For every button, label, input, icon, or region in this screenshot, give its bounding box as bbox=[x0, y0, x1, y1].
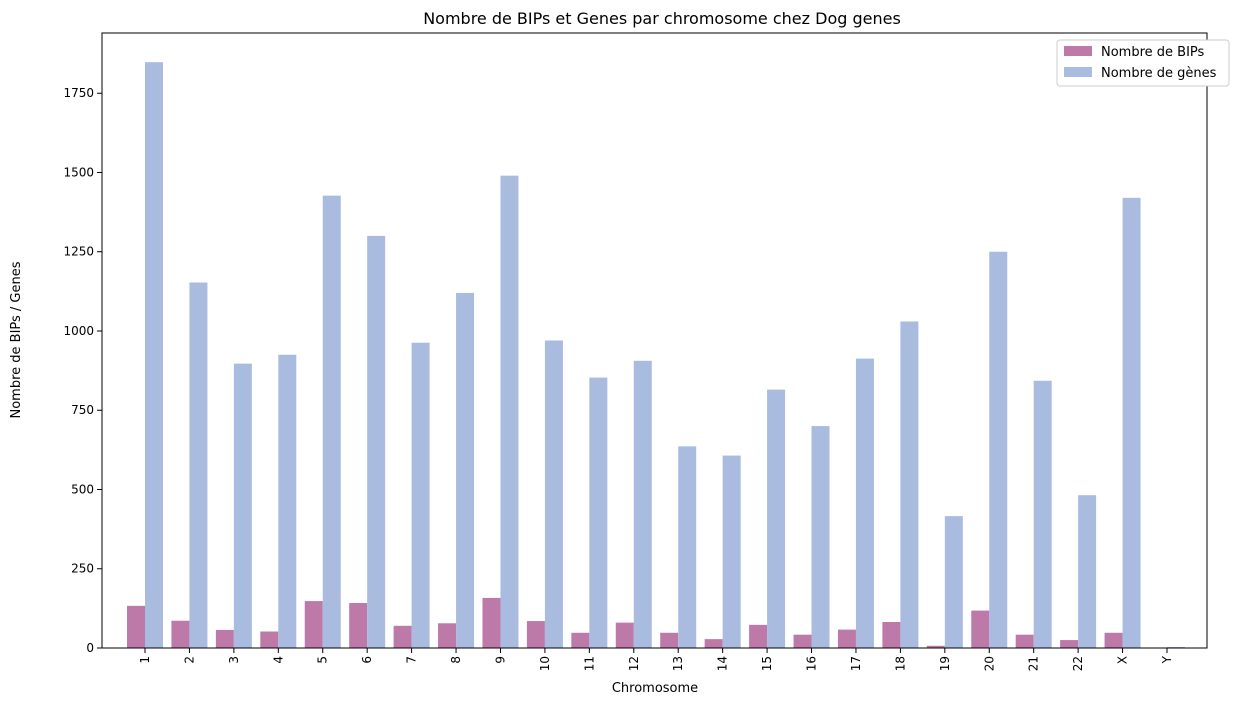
bar-bips-14 bbox=[704, 639, 723, 648]
bar-bips-8 bbox=[438, 623, 457, 648]
x-axis-label: Chromosome bbox=[612, 681, 698, 696]
bar-bips-20 bbox=[971, 610, 990, 648]
bar-bips-13 bbox=[660, 632, 679, 648]
x-tick-label: 4 bbox=[271, 656, 285, 664]
bar-genes-9 bbox=[500, 175, 519, 648]
legend-label: Nombre de gènes bbox=[1101, 66, 1217, 81]
x-tick-label: 7 bbox=[405, 656, 419, 664]
bar-bips-7 bbox=[393, 625, 412, 648]
bar-bips-4 bbox=[260, 631, 279, 648]
bar-genes-17 bbox=[855, 358, 874, 648]
legend-box bbox=[1056, 39, 1230, 87]
bar-genes-X bbox=[1122, 197, 1141, 648]
plot-frame bbox=[101, 32, 1208, 649]
y-tick-label: 1000 bbox=[63, 324, 94, 338]
bar-genes-20 bbox=[989, 251, 1008, 648]
bar-bips-17 bbox=[837, 629, 856, 648]
bar-genes-3 bbox=[233, 363, 252, 648]
x-tick-label: 3 bbox=[227, 656, 241, 664]
x-tick-label: 13 bbox=[671, 656, 685, 671]
x-tick-label: 17 bbox=[849, 656, 863, 671]
y-tick-label: 500 bbox=[71, 482, 94, 496]
legend: Nombre de BIPs Nombre de gènes bbox=[1056, 39, 1230, 87]
x-tick-label: 10 bbox=[538, 656, 552, 671]
x-tick-label: 2 bbox=[182, 656, 196, 664]
x-tick-label: 11 bbox=[582, 656, 596, 671]
x-tick-label: 22 bbox=[1071, 656, 1085, 671]
y-tick-label: 1500 bbox=[63, 165, 94, 179]
bar-genes-5 bbox=[322, 195, 341, 648]
bar-bips-11 bbox=[571, 632, 590, 648]
bar-bips-5 bbox=[304, 601, 323, 648]
bar-bips-12 bbox=[615, 622, 634, 648]
x-tick-label: 15 bbox=[760, 656, 774, 671]
bar-genes-4 bbox=[278, 354, 297, 648]
bar-genes-22 bbox=[1078, 495, 1097, 648]
chart-title: Nombre de BIPs et Genes par chromosome c… bbox=[423, 9, 901, 28]
bar-bips-6 bbox=[349, 602, 368, 648]
bars-layer bbox=[127, 62, 1185, 649]
bar-genes-12 bbox=[633, 360, 652, 648]
legend-swatch bbox=[1064, 67, 1092, 77]
bar-genes-1 bbox=[145, 62, 163, 649]
bar-bips-16 bbox=[793, 634, 812, 648]
bar-genes-11 bbox=[589, 377, 608, 648]
x-tick-label: 9 bbox=[493, 656, 507, 664]
bar-genes-21 bbox=[1033, 380, 1052, 648]
bar-bips-1 bbox=[127, 605, 145, 648]
x-tick-label: Y bbox=[1160, 655, 1174, 664]
bar-genes-13 bbox=[678, 446, 697, 648]
bar-bips-15 bbox=[749, 624, 768, 648]
bar-bips-3 bbox=[215, 629, 234, 648]
y-axis-label: Nombre de BIPs / Genes bbox=[9, 261, 24, 418]
x-tick-label: 19 bbox=[938, 656, 952, 671]
bar-bips-18 bbox=[882, 622, 901, 648]
x-tick-label: 1 bbox=[138, 656, 152, 664]
x-tick-label: 8 bbox=[449, 656, 463, 664]
y-tick-label: 0 bbox=[86, 641, 94, 655]
bar-genes-16 bbox=[811, 426, 830, 648]
x-tick-label: 6 bbox=[360, 656, 374, 664]
x-tick-label: 20 bbox=[982, 656, 996, 671]
bar-genes-6 bbox=[367, 235, 386, 648]
bar-bips-X bbox=[1104, 632, 1123, 648]
bar-genes-18 bbox=[900, 321, 919, 648]
bar-genes-19 bbox=[944, 516, 963, 648]
x-tick-label: 18 bbox=[893, 656, 907, 671]
y-tick-label: 250 bbox=[71, 562, 94, 576]
bar-genes-7 bbox=[411, 342, 430, 648]
bar-bips-19 bbox=[926, 645, 945, 648]
x-tick-label: 16 bbox=[805, 656, 819, 671]
x-tick-label: 14 bbox=[716, 656, 730, 671]
y-tick-label: 750 bbox=[71, 403, 94, 417]
bar-bips-22 bbox=[1060, 640, 1079, 648]
bar-bips-9 bbox=[482, 597, 501, 648]
bar-bips-10 bbox=[526, 621, 545, 648]
y-tick-label: 1750 bbox=[63, 86, 94, 100]
x-tick-label: 5 bbox=[316, 656, 330, 664]
bar-genes-14 bbox=[722, 455, 741, 648]
bar-bips-21 bbox=[1015, 634, 1034, 648]
y-tick-label: 1250 bbox=[63, 245, 94, 259]
bar-genes-8 bbox=[456, 292, 475, 648]
bar-genes-15 bbox=[767, 389, 786, 648]
bar-genes-2 bbox=[189, 282, 208, 648]
legend-label: Nombre de BIPs bbox=[1101, 45, 1205, 60]
bar-genes-10 bbox=[544, 340, 563, 648]
x-tick-label: X bbox=[1116, 656, 1130, 664]
x-tick-label: 12 bbox=[627, 656, 641, 671]
bar-bips-2 bbox=[171, 620, 190, 648]
x-tick-label: 21 bbox=[1027, 656, 1041, 671]
legend-swatch bbox=[1064, 46, 1092, 56]
